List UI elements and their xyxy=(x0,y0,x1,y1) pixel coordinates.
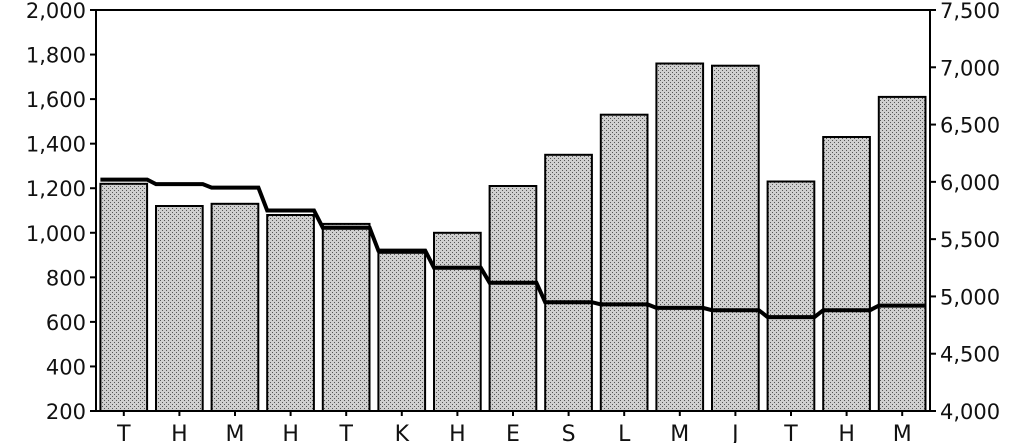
bar xyxy=(599,113,649,412)
axes-layer xyxy=(90,9,936,416)
bars-layer xyxy=(99,62,927,413)
line-point xyxy=(233,186,237,190)
line-point xyxy=(344,226,348,230)
line-point xyxy=(511,281,515,285)
left-tick-label: 1,400 xyxy=(26,133,86,157)
bar xyxy=(377,251,427,412)
right-tick-label: 7,000 xyxy=(940,56,1000,80)
line-point xyxy=(733,308,737,312)
x-tick-label: L xyxy=(618,422,631,443)
x-tick-label: M xyxy=(670,422,689,443)
x-tick-label: E xyxy=(506,422,520,443)
line-point xyxy=(122,178,126,182)
right-tick-label: 5,500 xyxy=(940,228,1000,252)
left-tick-label: 1,600 xyxy=(26,88,86,112)
bar xyxy=(822,136,871,412)
labels-layer: 200 400 600 800 1,000 1,200 1,400 1,600 1,800 2,0… xyxy=(26,0,1000,443)
x-tick-label: T xyxy=(783,422,798,443)
left-tick-label: 600 xyxy=(46,311,86,335)
bar xyxy=(321,222,371,412)
line-point xyxy=(622,302,626,306)
line-point xyxy=(845,308,849,312)
line-layer xyxy=(100,177,926,320)
line-point xyxy=(678,306,682,310)
line-point xyxy=(289,209,293,212)
line-point xyxy=(177,182,181,186)
x-tick-label: H xyxy=(449,422,466,443)
right-tick-label: 4,000 xyxy=(940,400,1000,424)
left-tick-label: 800 xyxy=(46,266,86,290)
left-tick-label: 200 xyxy=(46,400,86,424)
bar xyxy=(433,231,482,412)
bar xyxy=(210,202,260,412)
right-tick-label: 4,500 xyxy=(940,343,1000,367)
right-tick-label: 5,000 xyxy=(940,285,1000,309)
left-tick-label: 1,200 xyxy=(26,177,86,201)
bar xyxy=(711,64,760,412)
x-tick-label: K xyxy=(395,422,410,443)
left-tick-label: 1,000 xyxy=(26,222,86,246)
left-tick-label: 400 xyxy=(46,355,86,379)
bar xyxy=(488,185,538,412)
bar xyxy=(766,180,816,412)
x-tick-label: T xyxy=(116,422,131,443)
x-tick-label: M xyxy=(226,422,245,443)
x-tick-label: H xyxy=(282,422,299,443)
line-point xyxy=(400,249,404,253)
bar xyxy=(544,153,593,413)
x-tick-label: M xyxy=(893,422,912,443)
line-point xyxy=(455,266,459,270)
bar xyxy=(155,205,204,412)
bar xyxy=(655,62,705,412)
x-tick-label: H xyxy=(171,422,188,443)
line-point xyxy=(567,300,571,304)
right-tick-label: 7,500 xyxy=(940,0,1000,23)
x-tick-label: T xyxy=(338,422,353,443)
x-tick-label: S xyxy=(562,422,576,443)
line-point xyxy=(900,304,904,308)
bar xyxy=(877,95,927,413)
right-tick-label: 6,500 xyxy=(940,114,1000,138)
left-tick-label: 2,000 xyxy=(26,0,86,23)
bar xyxy=(266,214,315,412)
bar xyxy=(99,182,149,412)
line-point xyxy=(789,315,793,319)
x-tick-label: H xyxy=(838,422,855,443)
left-tick-label: 1,800 xyxy=(26,44,86,68)
right-tick-label: 6,000 xyxy=(940,171,1000,195)
x-tick-label: J xyxy=(730,422,739,443)
